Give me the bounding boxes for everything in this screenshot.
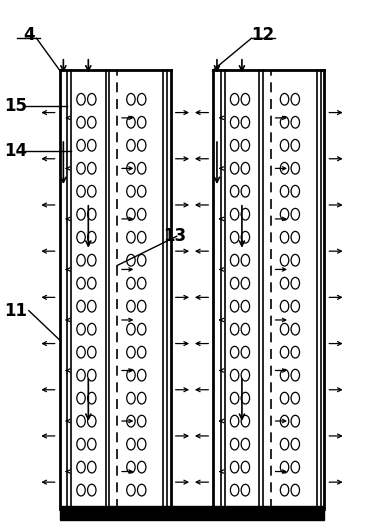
Text: 15: 15 [4,97,27,115]
Text: 13: 13 [163,227,186,245]
Text: 11: 11 [4,302,27,320]
Text: 12: 12 [252,25,275,44]
Text: 14: 14 [4,142,27,160]
Text: 4: 4 [23,25,35,44]
Bar [60,507,324,520]
